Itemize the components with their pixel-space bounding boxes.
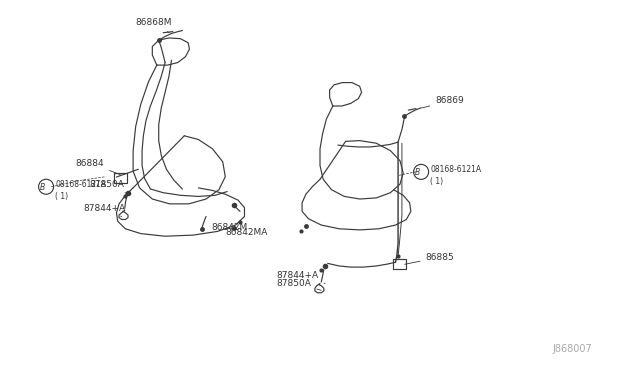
Text: 87844+A: 87844+A [83,204,125,217]
Text: 87844+A: 87844+A [276,271,325,283]
Text: 87850A: 87850A [90,180,127,193]
Text: ( 1): ( 1) [430,177,444,186]
Text: 87850A: 87850A [276,279,321,290]
Text: B: B [415,169,420,177]
Text: 86884: 86884 [76,158,120,174]
Text: 08168-6121A: 08168-6121A [55,180,106,189]
Text: 86842M: 86842M [211,223,248,232]
Text: 86869: 86869 [422,96,464,108]
Text: 86842MA: 86842MA [225,228,268,237]
Text: B: B [40,183,45,192]
Text: J868007: J868007 [552,343,592,353]
Text: 86868M: 86868M [136,18,172,33]
Text: 08168-6121A: 08168-6121A [430,166,481,174]
Text: 86885: 86885 [404,253,454,264]
Text: ( 1): ( 1) [55,192,68,201]
